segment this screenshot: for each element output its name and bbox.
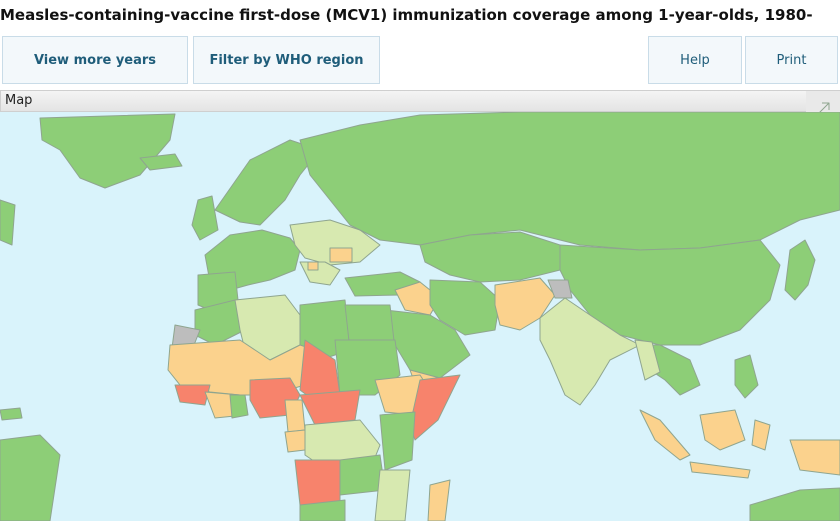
print-label: Print: [776, 52, 807, 68]
south-america-edge[interactable]: [0, 434, 61, 521]
kashmir[interactable]: [547, 279, 573, 299]
china[interactable]: [559, 239, 781, 346]
kenya-tanzania[interactable]: [379, 411, 416, 471]
afghanistan[interactable]: [494, 277, 556, 331]
australia[interactable]: [749, 487, 840, 521]
new-guinea[interactable]: [789, 439, 840, 476]
world-map[interactable]: [0, 112, 840, 521]
gabon[interactable]: [284, 429, 306, 453]
car-drc[interactable]: [299, 389, 361, 426]
canada-edge[interactable]: [0, 199, 16, 246]
print-button[interactable]: Print: [745, 36, 838, 84]
iceland[interactable]: [139, 153, 183, 171]
filter-region-label: Filter by WHO region: [209, 52, 364, 68]
namibia[interactable]: [299, 499, 346, 521]
sumatra[interactable]: [639, 409, 691, 461]
myanmar[interactable]: [634, 339, 661, 381]
uk[interactable]: [191, 195, 219, 241]
map-panel-header: Map: [0, 90, 840, 112]
iran[interactable]: [429, 279, 501, 336]
madagascar[interactable]: [427, 479, 451, 521]
central-asia[interactable]: [419, 231, 561, 283]
scandinavia[interactable]: [214, 139, 321, 226]
sulawesi[interactable]: [751, 419, 771, 451]
angola[interactable]: [294, 459, 341, 506]
romania[interactable]: [329, 247, 353, 263]
view-more-years-label: View more years: [33, 52, 157, 68]
help-button[interactable]: Help: [648, 36, 742, 84]
page-title: Measles-containing-vaccine first-dose (M…: [0, 6, 813, 31]
ghana[interactable]: [229, 394, 249, 419]
view-more-years-button[interactable]: View more years: [2, 36, 188, 84]
bosnia[interactable]: [307, 261, 319, 271]
mozambique[interactable]: [374, 469, 411, 521]
saudi-arabia[interactable]: [384, 309, 471, 379]
borneo[interactable]: [699, 409, 746, 451]
guinea[interactable]: [174, 384, 211, 406]
cameroon[interactable]: [284, 399, 306, 433]
filter-region-button[interactable]: Filter by WHO region: [193, 36, 380, 84]
india[interactable]: [539, 297, 641, 406]
caribbean[interactable]: [0, 407, 23, 421]
java[interactable]: [689, 461, 751, 479]
map-panel-label: Map: [5, 93, 33, 108]
balkans[interactable]: [299, 261, 341, 286]
philippines[interactable]: [734, 354, 759, 399]
greenland[interactable]: [39, 113, 176, 189]
eastern-europe[interactable]: [289, 219, 381, 266]
help-label: Help: [680, 52, 710, 68]
japan[interactable]: [784, 239, 816, 301]
russia[interactable]: [299, 112, 840, 251]
